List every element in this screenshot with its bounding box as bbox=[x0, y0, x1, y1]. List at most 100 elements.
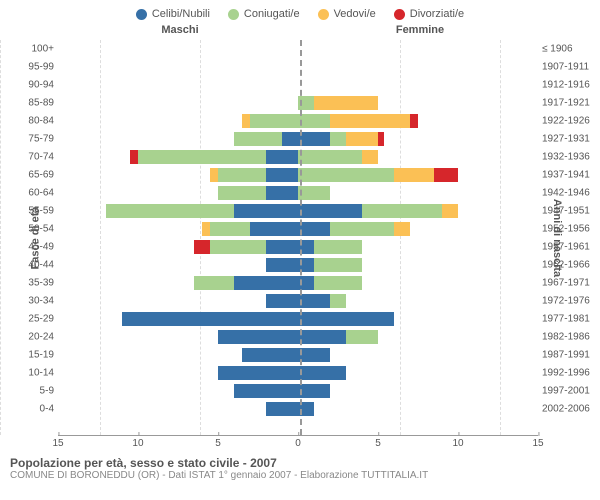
segment-ved bbox=[314, 96, 378, 110]
segment-ved bbox=[394, 222, 410, 236]
male-bar bbox=[58, 40, 298, 58]
segment-cel bbox=[266, 402, 298, 416]
male-bar bbox=[58, 58, 298, 76]
legend-label: Coniugati/e bbox=[244, 8, 300, 20]
birth-year-label: 1967-1971 bbox=[542, 278, 596, 289]
segment-con bbox=[298, 168, 394, 182]
male-bar bbox=[58, 346, 298, 364]
segment-cel bbox=[298, 240, 314, 254]
age-row: 95-991907-1911 bbox=[58, 58, 538, 76]
female-bar bbox=[298, 382, 538, 400]
birth-year-label: 1952-1956 bbox=[542, 224, 596, 235]
age-row: 10-141992-1996 bbox=[58, 364, 538, 382]
male-bar bbox=[58, 364, 298, 382]
legend-item: Celibi/Nubili bbox=[136, 8, 210, 20]
segment-cel bbox=[266, 240, 298, 254]
male-bar bbox=[58, 256, 298, 274]
segment-cel bbox=[298, 366, 346, 380]
segment-ved bbox=[394, 168, 434, 182]
female-bar bbox=[298, 310, 538, 328]
age-label: 15-19 bbox=[20, 350, 54, 361]
birth-year-label: ≤ 1906 bbox=[542, 44, 596, 55]
birth-year-label: 1907-1911 bbox=[542, 62, 596, 73]
segment-ved bbox=[202, 222, 210, 236]
segment-cel bbox=[298, 402, 314, 416]
segment-cel bbox=[298, 258, 314, 272]
segment-cel bbox=[266, 150, 298, 164]
age-label: 20-24 bbox=[20, 332, 54, 343]
female-bar bbox=[298, 40, 538, 58]
segment-con bbox=[346, 330, 378, 344]
age-label: 5-9 bbox=[20, 386, 54, 397]
segment-con bbox=[138, 150, 266, 164]
segment-cel bbox=[218, 366, 298, 380]
age-row: 0-42002-2006 bbox=[58, 400, 538, 418]
legend-dot bbox=[318, 9, 329, 20]
age-label: 55-59 bbox=[20, 206, 54, 217]
age-row: 65-691937-1941 bbox=[58, 166, 538, 184]
segment-cel bbox=[218, 330, 298, 344]
legend-dot bbox=[394, 9, 405, 20]
age-label: 75-79 bbox=[20, 134, 54, 145]
birth-year-label: 1972-1976 bbox=[542, 296, 596, 307]
segment-ved bbox=[362, 150, 378, 164]
segment-cel bbox=[298, 204, 362, 218]
birth-year-label: 1942-1946 bbox=[542, 188, 596, 199]
age-label: 50-54 bbox=[20, 224, 54, 235]
legend-dot bbox=[136, 9, 147, 20]
age-label: 30-34 bbox=[20, 296, 54, 307]
age-row: 100+≤ 1906 bbox=[58, 40, 538, 58]
female-bar bbox=[298, 166, 538, 184]
birth-year-label: 1947-1951 bbox=[542, 206, 596, 217]
segment-con bbox=[210, 240, 266, 254]
age-label: 45-49 bbox=[20, 242, 54, 253]
female-bar bbox=[298, 202, 538, 220]
segment-con bbox=[298, 150, 362, 164]
age-label: 95-99 bbox=[20, 62, 54, 73]
segment-div bbox=[194, 240, 210, 254]
header-male: Maschi bbox=[60, 24, 300, 36]
age-label: 60-64 bbox=[20, 188, 54, 199]
segment-cel bbox=[266, 258, 298, 272]
chart-area: Fasce di età Anni di nascita 100+≤ 19069… bbox=[0, 40, 600, 435]
segment-con bbox=[250, 114, 298, 128]
segment-cel bbox=[266, 168, 298, 182]
age-row: 30-341972-1976 bbox=[58, 292, 538, 310]
female-bar bbox=[298, 76, 538, 94]
age-row: 5-91997-2001 bbox=[58, 382, 538, 400]
male-bar bbox=[58, 328, 298, 346]
segment-cel bbox=[122, 312, 298, 326]
segment-cel bbox=[298, 312, 394, 326]
age-row: 55-591947-1951 bbox=[58, 202, 538, 220]
segment-con bbox=[314, 258, 362, 272]
legend-label: Celibi/Nubili bbox=[152, 8, 210, 20]
segment-ved bbox=[242, 114, 250, 128]
age-label: 100+ bbox=[20, 44, 54, 55]
x-tick: 15 bbox=[52, 438, 63, 449]
segment-cel bbox=[234, 204, 298, 218]
birth-year-label: 1992-1996 bbox=[542, 368, 596, 379]
legend-item: Vedovi/e bbox=[318, 8, 376, 20]
male-bar bbox=[58, 94, 298, 112]
male-bar bbox=[58, 292, 298, 310]
age-row: 45-491957-1961 bbox=[58, 238, 538, 256]
male-bar bbox=[58, 202, 298, 220]
female-bar bbox=[298, 184, 538, 202]
male-bar bbox=[58, 112, 298, 130]
age-row: 50-541952-1956 bbox=[58, 220, 538, 238]
chart-footer: Popolazione per età, sesso e stato civil… bbox=[0, 452, 600, 481]
birth-year-label: 1977-1981 bbox=[542, 314, 596, 325]
age-label: 35-39 bbox=[20, 278, 54, 289]
birth-year-label: 1917-1921 bbox=[542, 98, 596, 109]
segment-con bbox=[330, 294, 346, 308]
x-tick: 5 bbox=[215, 438, 221, 449]
x-tick: 10 bbox=[452, 438, 463, 449]
age-row: 85-891917-1921 bbox=[58, 94, 538, 112]
age-label: 0-4 bbox=[20, 404, 54, 415]
female-bar bbox=[298, 238, 538, 256]
age-label: 70-74 bbox=[20, 152, 54, 163]
x-tick: 5 bbox=[375, 438, 381, 449]
age-label: 65-69 bbox=[20, 170, 54, 181]
segment-cel bbox=[298, 348, 330, 362]
x-tick: 0 bbox=[295, 438, 301, 449]
